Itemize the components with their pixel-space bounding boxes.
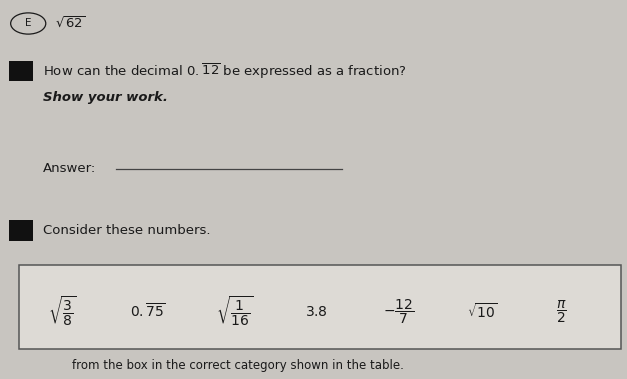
Text: $-\dfrac{12}{7}$: $-\dfrac{12}{7}$ bbox=[382, 298, 414, 326]
Text: Answer:: Answer: bbox=[43, 162, 96, 175]
Bar bbox=[9, 220, 33, 241]
Text: Show your work.: Show your work. bbox=[43, 91, 167, 104]
Text: E: E bbox=[25, 19, 31, 28]
Bar bbox=[19, 265, 621, 349]
Text: $\sqrt{\dfrac{3}{8}}$: $\sqrt{\dfrac{3}{8}}$ bbox=[48, 295, 77, 328]
Text: $\sqrt{\dfrac{1}{16}}$: $\sqrt{\dfrac{1}{16}}$ bbox=[216, 295, 254, 328]
Text: $3.8$: $3.8$ bbox=[305, 305, 328, 318]
Text: from the box in the correct category shown in the table.: from the box in the correct category sho… bbox=[72, 359, 404, 372]
Text: 2: 2 bbox=[18, 64, 25, 78]
Bar bbox=[9, 61, 33, 81]
Text: $\dfrac{\pi}{2}$: $\dfrac{\pi}{2}$ bbox=[556, 298, 567, 325]
Text: $\sqrt{62}$: $\sqrt{62}$ bbox=[55, 16, 86, 31]
Text: $\sqrt{10}$: $\sqrt{10}$ bbox=[467, 302, 498, 321]
Text: 3: 3 bbox=[18, 224, 25, 237]
Text: How can the decimal $0.\overline{12}$ be expressed as a fraction?: How can the decimal $0.\overline{12}$ be… bbox=[43, 62, 406, 81]
Text: Consider these numbers.: Consider these numbers. bbox=[43, 224, 210, 237]
Text: $0.\overline{75}$: $0.\overline{75}$ bbox=[130, 302, 165, 321]
